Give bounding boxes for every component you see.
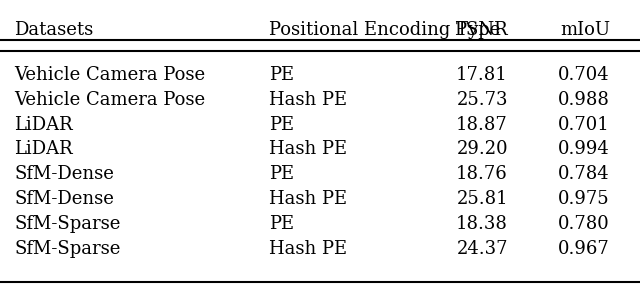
Text: 25.81: 25.81 (456, 190, 508, 208)
Text: Vehicle Camera Pose: Vehicle Camera Pose (14, 91, 205, 109)
Text: SfM-Sparse: SfM-Sparse (14, 215, 120, 233)
Text: PE: PE (269, 66, 294, 84)
Text: 24.37: 24.37 (456, 240, 508, 258)
Text: 0.967: 0.967 (558, 240, 610, 258)
Text: Datasets: Datasets (14, 21, 93, 39)
Text: PSNR: PSNR (454, 21, 508, 39)
Text: PE: PE (269, 165, 294, 184)
Text: PE: PE (269, 215, 294, 233)
Text: PE: PE (269, 116, 294, 134)
Text: 0.704: 0.704 (558, 66, 610, 84)
Text: 18.87: 18.87 (456, 116, 508, 134)
Text: Vehicle Camera Pose: Vehicle Camera Pose (14, 66, 205, 84)
Text: 0.994: 0.994 (558, 140, 610, 158)
Text: 17.81: 17.81 (456, 66, 508, 84)
Text: 0.975: 0.975 (558, 190, 610, 208)
Text: SfM-Sparse: SfM-Sparse (14, 240, 120, 258)
Text: 0.784: 0.784 (558, 165, 610, 184)
Text: Hash PE: Hash PE (269, 190, 347, 208)
Text: 29.20: 29.20 (456, 140, 508, 158)
Text: Hash PE: Hash PE (269, 91, 347, 109)
Text: LiDAR: LiDAR (14, 116, 73, 134)
Text: 25.73: 25.73 (456, 91, 508, 109)
Text: SfM-Dense: SfM-Dense (14, 165, 114, 184)
Text: Hash PE: Hash PE (269, 140, 347, 158)
Text: 0.780: 0.780 (558, 215, 610, 233)
Text: 18.76: 18.76 (456, 165, 508, 184)
Text: Positional Encoding Type: Positional Encoding Type (269, 21, 500, 39)
Text: Hash PE: Hash PE (269, 240, 347, 258)
Text: mIoU: mIoU (560, 21, 610, 39)
Text: 0.988: 0.988 (558, 91, 610, 109)
Text: 0.701: 0.701 (558, 116, 610, 134)
Text: LiDAR: LiDAR (14, 140, 73, 158)
Text: SfM-Dense: SfM-Dense (14, 190, 114, 208)
Text: 18.38: 18.38 (456, 215, 508, 233)
